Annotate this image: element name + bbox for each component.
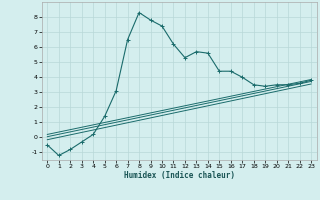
X-axis label: Humidex (Indice chaleur): Humidex (Indice chaleur): [124, 171, 235, 180]
